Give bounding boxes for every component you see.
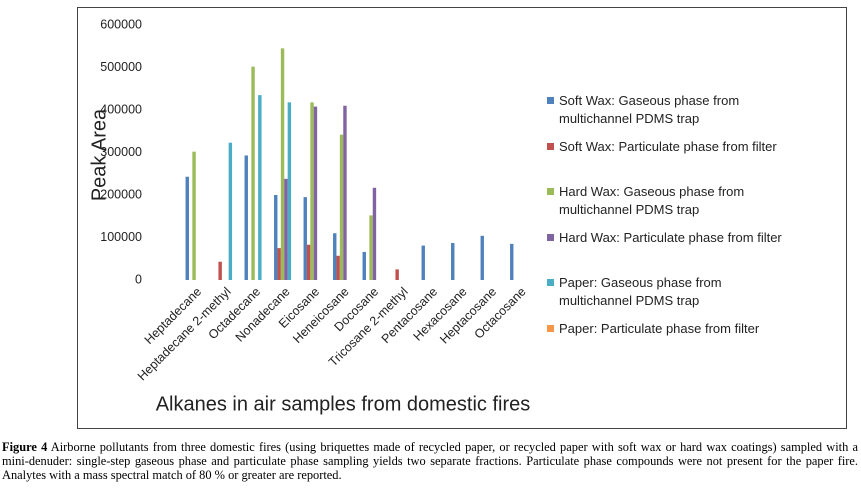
bar — [185, 176, 189, 280]
y-tick-label: 0 — [135, 272, 142, 286]
legend-item: Soft Wax: Gaseous phase from multichanne… — [547, 92, 783, 138]
bar — [280, 48, 285, 280]
bar — [277, 248, 281, 280]
bar — [333, 233, 337, 280]
bar — [369, 215, 373, 280]
bar — [251, 66, 255, 281]
bar — [303, 197, 307, 280]
bar — [192, 151, 196, 280]
legend-label: Paper: Particulate phase from filter — [559, 320, 760, 336]
legend-swatch — [547, 324, 554, 332]
bar — [218, 261, 222, 280]
caption: Figure 4 Airborne pollutants from three … — [2, 440, 858, 482]
y-axis-title: Peak Area — [88, 108, 110, 201]
bar — [362, 251, 366, 280]
legend-item: Paper: Particulate phase from filter — [547, 320, 783, 366]
legend-swatch — [547, 97, 554, 104]
legend-label: Hard Wax: Gaseous phase from multichanne… — [559, 184, 745, 217]
y-tick-label: 200000 — [100, 187, 142, 201]
legend-swatch — [547, 188, 554, 195]
bar — [451, 243, 455, 280]
bar — [274, 195, 278, 280]
legend-item: Paper: Gaseous phase from multichannel P… — [547, 274, 783, 320]
legend-swatch — [547, 279, 554, 286]
y-tick-label: 300000 — [100, 145, 142, 159]
bar — [372, 187, 377, 280]
y-tick-label: 600000 — [100, 17, 142, 31]
bar — [284, 178, 288, 280]
bar — [228, 142, 233, 280]
bar — [310, 102, 314, 280]
legend-label: Paper: Gaseous phase from multichannel P… — [559, 275, 722, 308]
y-tick-label: 100000 — [100, 230, 142, 244]
chart: Peak Area Alkanes in air samples from do… — [77, 7, 847, 429]
bar — [336, 255, 340, 280]
bar — [306, 244, 311, 280]
x-axis-title: Alkanes in air samples from domestic fir… — [156, 393, 531, 415]
legend-label: Soft Wax: Gaseous phase from multichanne… — [559, 93, 740, 126]
legend-swatch — [547, 142, 554, 150]
caption-label: Figure 4 — [2, 440, 48, 454]
bar — [258, 95, 262, 280]
legend-label: Soft Wax: Particulate phase from filter — [559, 138, 777, 154]
bar — [395, 269, 399, 280]
bar — [287, 102, 292, 280]
bar — [244, 155, 248, 280]
legend-label: Hard Wax: Particulate phase from filter — [559, 229, 782, 245]
bar — [343, 105, 347, 280]
legend-item: Hard Wax: Particulate phase from filter — [547, 229, 783, 275]
chart-border — [77, 7, 847, 429]
y-tick-label: 400000 — [100, 102, 142, 116]
legend-swatch — [547, 233, 554, 241]
caption-text: Airborne pollutants from three domestic … — [2, 440, 858, 482]
legend-item: Soft Wax: Particulate phase from filter — [547, 138, 783, 184]
y-tick-label: 500000 — [100, 60, 142, 74]
bar — [313, 106, 318, 280]
bar — [480, 235, 484, 280]
bar — [421, 245, 425, 280]
bar — [510, 243, 514, 280]
bar — [339, 134, 344, 280]
legend: Soft Wax: Gaseous phase from multichanne… — [547, 92, 783, 365]
legend-item: Hard Wax: Gaseous phase from multichanne… — [547, 183, 783, 229]
